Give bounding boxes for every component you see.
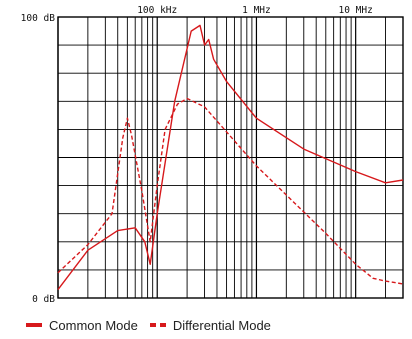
y-tick-label: 100 dB: [21, 13, 56, 24]
legend-item-common-mode: Common Mode: [26, 318, 138, 333]
legend-label-differential-mode: Differential Mode: [172, 317, 271, 333]
x-tick-label: 100 kHz: [137, 5, 177, 16]
x-tick-label: 10 MHz: [338, 5, 372, 16]
legend-item-differential-mode: Differential Mode: [149, 317, 271, 333]
chart-svg: 100 kHz 1 MHz 10 MHz 100 dB 0 dB: [21, 5, 404, 305]
series-line-differential-mode: [57, 97, 404, 285]
x-tick-label: 1 MHz: [242, 5, 271, 16]
y-tick-label: 0 dB: [32, 294, 55, 305]
legend: Common Mode Differential Mode: [26, 313, 283, 337]
plot-frame: [57, 16, 404, 299]
legend-swatch-dashed: [149, 323, 166, 327]
series-line-common-mode: [57, 24, 404, 291]
legend-label-common-mode: Common Mode: [49, 317, 138, 333]
legend-swatch-solid: [26, 323, 42, 327]
